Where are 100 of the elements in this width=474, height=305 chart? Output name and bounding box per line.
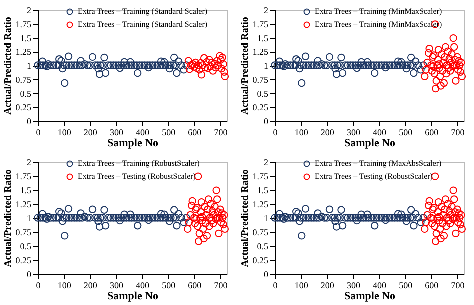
y-tick-label: 1.5 bbox=[257, 186, 269, 196]
point bbox=[444, 48, 452, 56]
point bbox=[440, 211, 448, 220]
point bbox=[437, 82, 445, 90]
point bbox=[448, 50, 456, 58]
y-tick-label: 0.5 bbox=[20, 88, 32, 99]
point bbox=[215, 230, 223, 238]
x-tick-label: 0 bbox=[36, 280, 42, 290]
point bbox=[217, 218, 226, 226]
y-tick-label: 1 bbox=[264, 214, 268, 224]
x-tick-label: 100 bbox=[58, 128, 72, 138]
x-tick-label: 0 bbox=[36, 128, 42, 138]
point bbox=[218, 214, 227, 222]
x-axis-title: Sample No bbox=[344, 138, 396, 150]
point bbox=[438, 50, 446, 58]
point bbox=[442, 222, 450, 230]
y-tick-label: 1.75 bbox=[16, 172, 32, 182]
x-tick-label: 400 bbox=[136, 128, 150, 138]
point bbox=[432, 230, 440, 238]
point bbox=[204, 196, 213, 204]
point bbox=[221, 225, 230, 234]
point bbox=[456, 214, 464, 222]
point bbox=[435, 213, 444, 221]
point bbox=[440, 58, 448, 67]
y-tick-label: 2 bbox=[27, 158, 32, 168]
x-tick-label: 700 bbox=[214, 128, 228, 138]
point bbox=[422, 218, 430, 226]
point bbox=[438, 220, 446, 228]
x-tick-label: 400 bbox=[373, 280, 388, 290]
point bbox=[212, 215, 220, 223]
x-tick-label: 600 bbox=[425, 280, 440, 290]
point bbox=[216, 52, 224, 60]
point bbox=[198, 62, 207, 70]
point bbox=[442, 70, 450, 78]
legend-label: Extra Trees – Training (MinMaxScaler) bbox=[315, 7, 442, 16]
point bbox=[456, 68, 464, 76]
x-tick-label: 400 bbox=[373, 128, 388, 138]
point bbox=[428, 220, 436, 228]
legend-label: Extra Trees – Training (Standard Scaler) bbox=[78, 20, 208, 29]
point bbox=[192, 215, 200, 223]
point bbox=[196, 214, 204, 222]
y-tick-label: 0.75 bbox=[252, 228, 269, 238]
point bbox=[211, 202, 219, 211]
point bbox=[207, 200, 215, 208]
x-tick-label: 700 bbox=[451, 280, 466, 290]
point bbox=[422, 66, 430, 74]
point bbox=[185, 218, 194, 226]
point bbox=[426, 45, 434, 53]
point bbox=[446, 67, 454, 75]
x-tick-label: 300 bbox=[110, 280, 124, 290]
point bbox=[440, 79, 448, 88]
point bbox=[441, 206, 449, 214]
point bbox=[455, 57, 463, 65]
y-tick-label: 1.5 bbox=[20, 33, 32, 44]
point bbox=[430, 52, 438, 60]
point bbox=[454, 206, 462, 214]
point bbox=[450, 43, 458, 52]
x-tick-label: 100 bbox=[58, 280, 72, 290]
point bbox=[436, 225, 444, 234]
y-tick-label: 1.5 bbox=[257, 33, 269, 44]
point bbox=[450, 34, 458, 42]
point bbox=[200, 234, 208, 243]
y-tick-label: 0 bbox=[27, 270, 32, 280]
point bbox=[210, 60, 219, 68]
x-tick-label: 200 bbox=[84, 128, 98, 138]
point bbox=[436, 72, 444, 80]
point bbox=[218, 64, 226, 73]
point bbox=[435, 60, 444, 68]
x-tick-label: 200 bbox=[320, 128, 335, 138]
x-tick-label: 600 bbox=[425, 128, 440, 138]
point bbox=[456, 220, 464, 229]
point bbox=[436, 64, 444, 72]
point bbox=[212, 64, 220, 72]
y-tick-label: 0.75 bbox=[252, 74, 269, 85]
point bbox=[208, 58, 216, 67]
x-tick-label: 500 bbox=[162, 280, 176, 290]
point bbox=[187, 62, 196, 70]
point bbox=[434, 208, 442, 216]
x-axis-title: Sample No bbox=[107, 290, 160, 302]
point bbox=[432, 77, 440, 85]
point bbox=[204, 206, 212, 214]
point bbox=[220, 220, 228, 229]
point bbox=[196, 66, 204, 74]
point bbox=[426, 197, 434, 206]
point bbox=[204, 64, 212, 72]
x-tick-label: 600 bbox=[188, 128, 202, 138]
y-tick-label: 2 bbox=[27, 6, 32, 16]
y-tick-label: 2 bbox=[264, 158, 268, 168]
point bbox=[184, 57, 193, 65]
point bbox=[458, 72, 466, 80]
legend-label: Extra Trees – Testing (RobustScaler) bbox=[315, 172, 434, 181]
point bbox=[452, 77, 460, 85]
point bbox=[216, 206, 224, 214]
point bbox=[214, 196, 222, 204]
point bbox=[190, 63, 198, 72]
point bbox=[454, 66, 462, 74]
point bbox=[448, 202, 456, 211]
point bbox=[199, 225, 208, 234]
point bbox=[442, 196, 450, 204]
point bbox=[220, 60, 228, 68]
